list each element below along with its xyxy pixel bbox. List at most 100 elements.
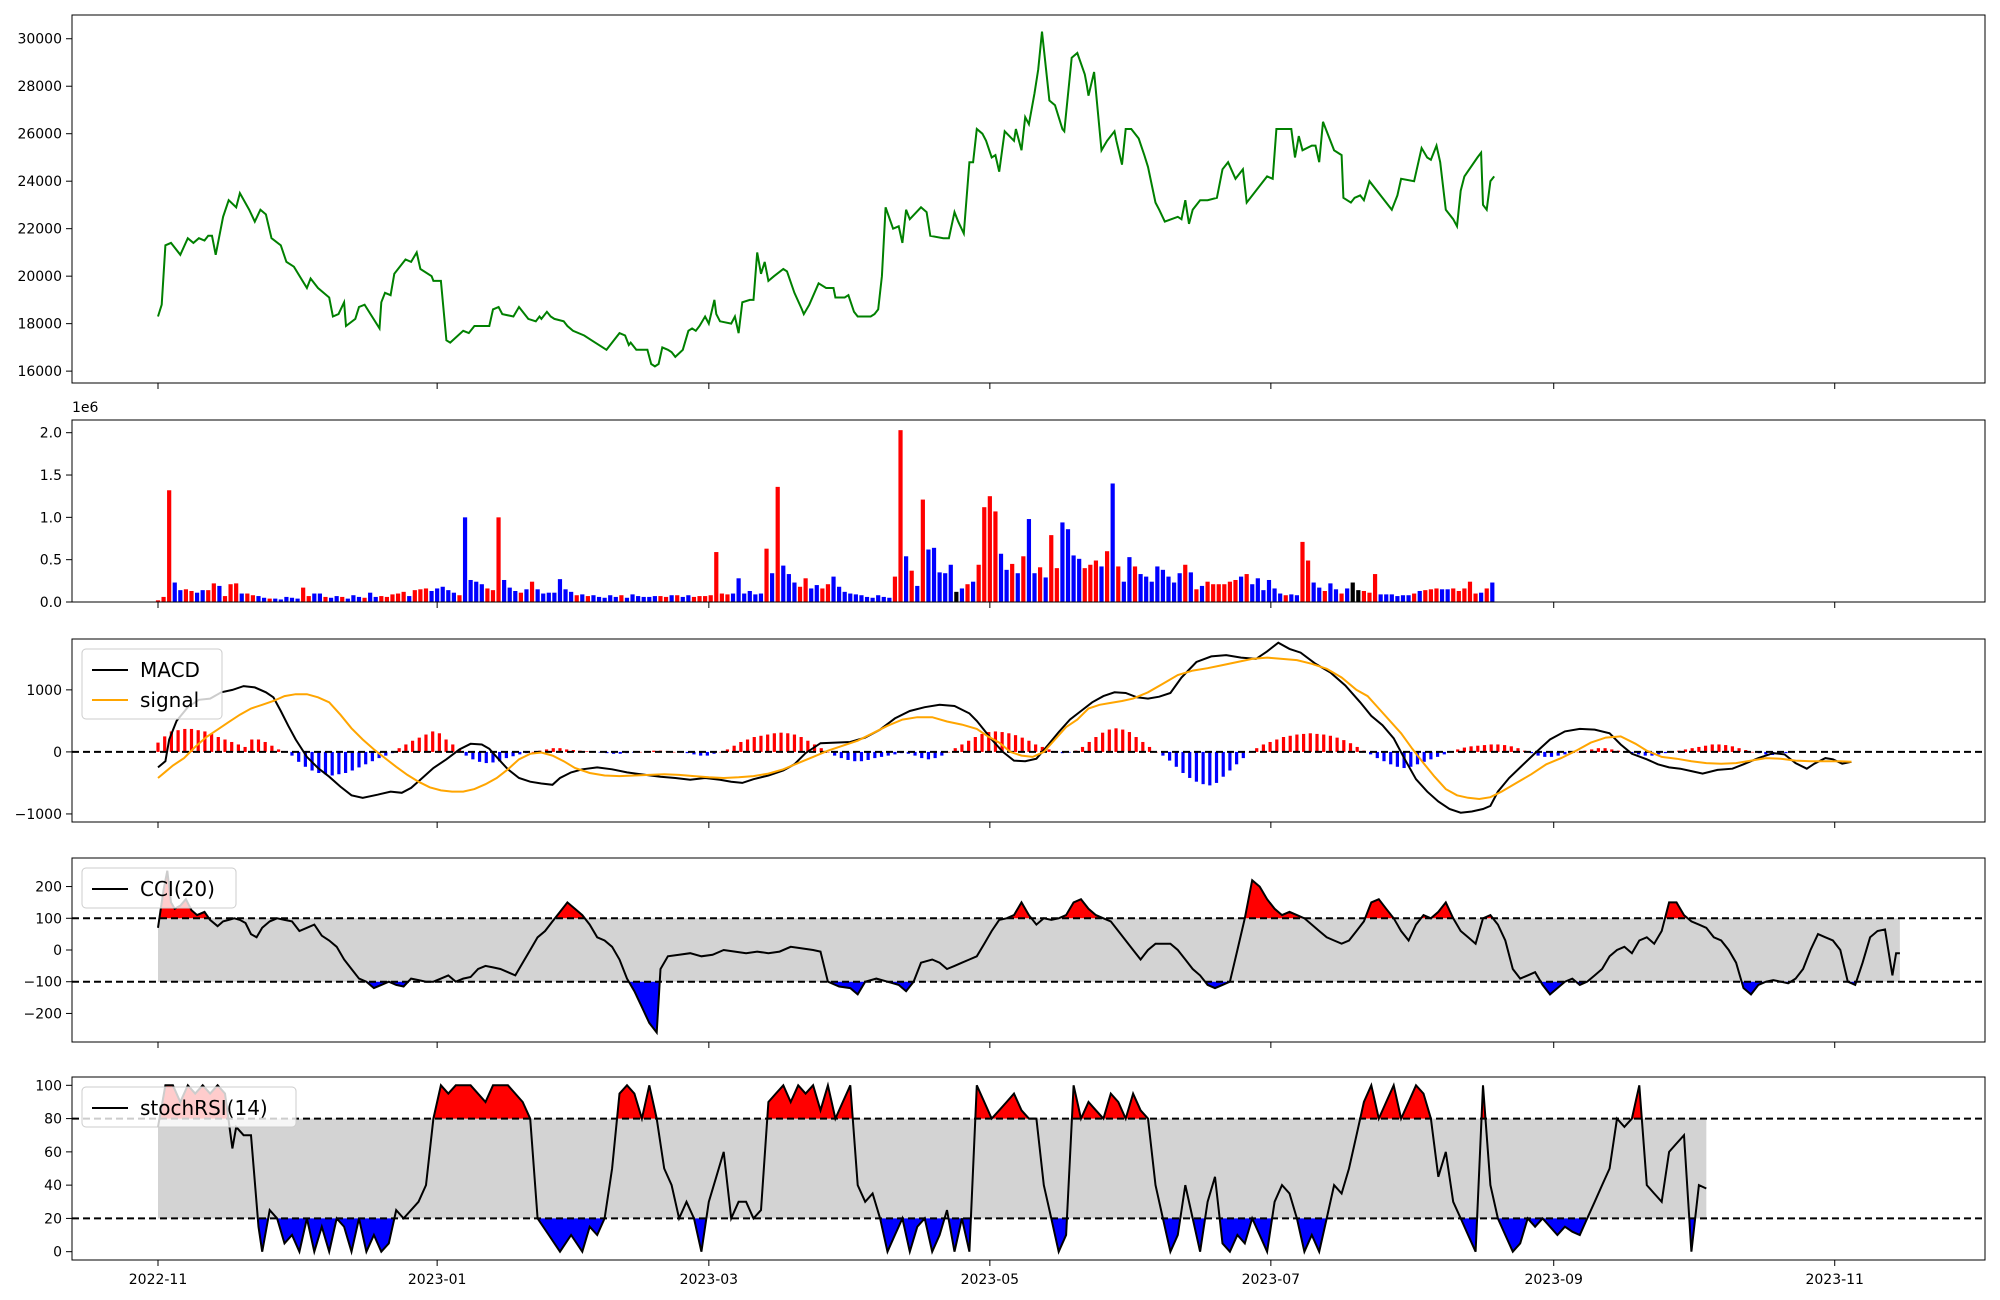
volume-bar <box>189 590 194 602</box>
volume-bar <box>898 430 903 602</box>
macd-histogram-bar <box>518 751 522 755</box>
macd-histogram-bar <box>551 748 555 752</box>
y-tick-label: 2.0 <box>40 426 62 442</box>
volume-bar <box>418 589 423 602</box>
volume-bar <box>496 517 501 602</box>
volume-bar <box>937 572 942 602</box>
x-tick-label: 2023-11 <box>1805 1272 1864 1288</box>
volume-bar <box>261 597 267 602</box>
macd-histogram-bar <box>451 744 455 752</box>
volume-bar <box>814 585 819 602</box>
macd-histogram-bar <box>410 740 415 752</box>
macd-histogram-bar <box>1549 751 1554 757</box>
macd-histogram-bar <box>290 751 294 756</box>
volume-bar <box>1233 579 1238 602</box>
macd-histogram-bar <box>1094 737 1098 752</box>
volume-bar <box>200 590 205 602</box>
macd-histogram-bar <box>1315 733 1319 752</box>
macd-histogram-bar <box>163 736 167 752</box>
volume-bar <box>652 596 657 602</box>
volume-bar <box>1155 566 1160 602</box>
volume-bar <box>552 592 557 602</box>
volume-bar <box>931 547 937 602</box>
y-tick-label: 20000 <box>17 269 62 285</box>
volume-bar <box>1177 573 1182 602</box>
volume-bar <box>691 596 697 602</box>
macd-histogram-bar <box>303 751 307 767</box>
volume-bar <box>820 588 825 602</box>
macd-histogram-bar <box>189 728 194 752</box>
volume-bar <box>1138 574 1143 602</box>
macd-histogram-bar <box>1663 751 1667 754</box>
volume-bar <box>1110 483 1115 602</box>
macd-histogram-bar <box>1764 751 1768 755</box>
volume-bar <box>686 595 691 602</box>
x-tick-label: 2023-01 <box>408 1272 467 1288</box>
volume-bar <box>714 552 719 602</box>
volume-bar <box>250 595 256 602</box>
macd-histogram-bar <box>1476 745 1480 752</box>
macd-histogram-bar <box>1690 748 1694 752</box>
y-tick-label: 16000 <box>17 364 62 380</box>
volume-bar <box>803 578 808 602</box>
volume-bar <box>485 588 490 602</box>
volume-bar <box>864 596 870 602</box>
volume-bar <box>658 596 663 602</box>
volume-bar <box>1266 579 1272 602</box>
volume-bar <box>892 576 898 602</box>
macd-histogram-bar <box>672 751 676 753</box>
macd-histogram-bar <box>1496 744 1500 752</box>
volume-bar <box>602 597 607 602</box>
volume-bar <box>362 597 367 602</box>
macd-histogram-bar <box>1308 733 1312 752</box>
volume-bar <box>842 591 847 602</box>
volume-bar <box>1350 582 1355 602</box>
volume-bar <box>881 596 886 602</box>
macd-histogram-bar <box>866 751 870 760</box>
macd-histogram-bar <box>1643 751 1647 756</box>
macd-histogram-bar <box>1516 748 1520 752</box>
volume-bar <box>1104 551 1110 602</box>
macd-histogram-bar <box>256 739 261 752</box>
volume-bar <box>730 593 736 602</box>
y-tick-label: 24000 <box>17 174 62 190</box>
volume-bar <box>591 595 596 602</box>
volume-bar <box>775 486 780 602</box>
volume-bar <box>183 589 189 602</box>
volume-bar <box>1250 584 1255 602</box>
volume-bar <box>1361 590 1367 602</box>
macd-histogram-bar <box>223 739 227 752</box>
macd-histogram-bar <box>638 751 642 753</box>
volume-bar <box>563 589 568 602</box>
macd-histogram-bar <box>1422 751 1426 762</box>
overbought-fill <box>159 1085 1642 1119</box>
volume-bar <box>1451 588 1456 602</box>
y-tick-label: 0 <box>53 745 62 761</box>
volume-bar <box>1144 576 1149 602</box>
volume-bar <box>1333 589 1339 602</box>
volume-bar <box>312 593 317 602</box>
volume-bar <box>284 596 289 602</box>
macd-histogram-bar <box>270 745 274 752</box>
volume-bar <box>1132 566 1138 602</box>
macd-histogram-bar <box>1543 751 1547 757</box>
volume-bar <box>1099 566 1104 602</box>
volume-bar <box>1479 592 1484 602</box>
volume-bar <box>909 570 914 602</box>
volume-bar <box>647 596 652 602</box>
volume-bar <box>1071 555 1076 602</box>
macd-histogram-bar <box>1134 737 1138 752</box>
macd-histogram-bar <box>1435 751 1440 757</box>
volume-bar <box>178 590 183 602</box>
volume-bar <box>1372 574 1378 602</box>
macd-histogram-bar <box>1415 751 1420 765</box>
macd-histogram-bar <box>940 751 944 756</box>
volume-bar <box>948 564 953 602</box>
macd-histogram-bar <box>276 749 281 752</box>
macd-histogram-bar <box>1080 746 1085 752</box>
volume-bar <box>943 573 948 602</box>
volume-bar <box>446 590 451 602</box>
volume-bar <box>764 548 769 602</box>
macd-histogram-bar <box>1255 748 1259 752</box>
